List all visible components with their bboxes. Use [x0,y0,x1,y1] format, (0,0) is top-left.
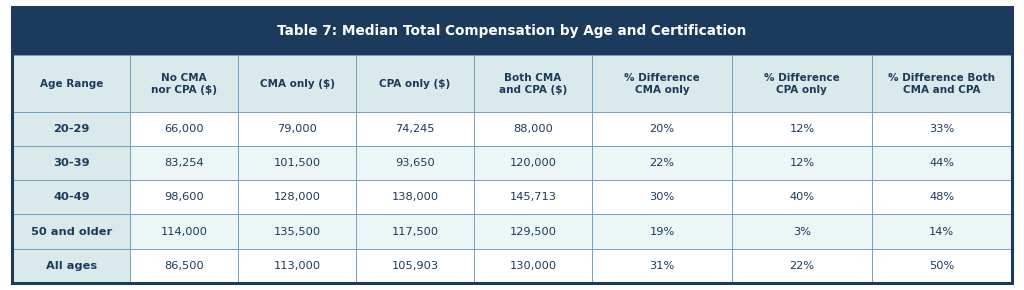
Text: 120,000: 120,000 [510,158,556,168]
Text: CMA only ($): CMA only ($) [260,79,335,89]
Bar [239,146,356,180]
Bar [592,146,732,180]
Text: 88,000: 88,000 [513,124,553,134]
Text: Age Range: Age Range [40,79,103,89]
Bar [592,214,732,249]
Text: No CMA
nor CPA ($): No CMA nor CPA ($) [152,73,217,95]
Text: 19%: 19% [649,226,675,237]
Bar [12,55,130,112]
Text: Table 7: Median Total Compensation by Age and Certification: Table 7: Median Total Compensation by Ag… [278,24,746,38]
Text: 113,000: 113,000 [273,261,321,271]
Bar [592,55,732,112]
Text: 129,500: 129,500 [510,226,556,237]
Bar [871,214,1012,249]
Bar [239,180,356,214]
Text: 12%: 12% [790,124,814,134]
Bar [474,214,592,249]
Text: Both CMA
and CPA ($): Both CMA and CPA ($) [499,73,567,95]
Bar [474,146,592,180]
Text: 79,000: 79,000 [278,124,317,134]
Bar [474,55,592,112]
Text: 114,000: 114,000 [161,226,208,237]
Text: 48%: 48% [929,192,954,202]
Bar [239,112,356,146]
Bar [474,180,592,214]
Text: 33%: 33% [929,124,954,134]
Bar [732,55,871,112]
Text: 135,500: 135,500 [273,226,321,237]
Bar [871,180,1012,214]
Bar [239,214,356,249]
Text: 145,713: 145,713 [510,192,556,202]
Bar [12,112,130,146]
Text: 40-49: 40-49 [53,192,89,202]
Text: 105,903: 105,903 [391,261,438,271]
Bar [871,249,1012,283]
Text: 93,650: 93,650 [395,158,435,168]
Bar [871,112,1012,146]
Bar [12,180,130,214]
Text: 117,500: 117,500 [391,226,438,237]
Bar [12,249,130,283]
Text: 138,000: 138,000 [391,192,438,202]
Text: 3%: 3% [793,226,811,237]
Text: 128,000: 128,000 [273,192,321,202]
Text: 30%: 30% [649,192,675,202]
Bar [12,7,1012,55]
Bar [130,112,239,146]
Bar [871,146,1012,180]
Bar [474,112,592,146]
Text: 20-29: 20-29 [53,124,89,134]
Text: 22%: 22% [649,158,675,168]
Bar [732,180,871,214]
Text: 66,000: 66,000 [165,124,204,134]
Bar [356,112,474,146]
Text: 50%: 50% [929,261,954,271]
Bar [592,249,732,283]
Bar [130,180,239,214]
Text: % Difference
CPA only: % Difference CPA only [764,73,840,95]
Text: % Difference
CMA only: % Difference CMA only [624,73,699,95]
Bar [871,55,1012,112]
Bar [592,180,732,214]
Bar [130,214,239,249]
Text: 50 and older: 50 and older [31,226,112,237]
Text: 40%: 40% [790,192,814,202]
Text: 20%: 20% [649,124,675,134]
Bar [356,146,474,180]
Text: 22%: 22% [790,261,814,271]
Text: CPA only ($): CPA only ($) [380,79,451,89]
Text: 74,245: 74,245 [395,124,435,134]
Text: 12%: 12% [790,158,814,168]
Text: 83,254: 83,254 [165,158,204,168]
Bar [130,55,239,112]
Bar [732,249,871,283]
Bar [732,112,871,146]
Bar [356,55,474,112]
Bar [130,249,239,283]
Text: 14%: 14% [929,226,954,237]
Text: All ages: All ages [46,261,97,271]
Text: 98,600: 98,600 [164,192,204,202]
Text: 101,500: 101,500 [273,158,321,168]
Text: % Difference Both
CMA and CPA: % Difference Both CMA and CPA [888,73,995,95]
Text: 86,500: 86,500 [164,261,204,271]
Bar [356,249,474,283]
Bar [592,112,732,146]
Bar [356,180,474,214]
Bar [12,214,130,249]
Text: 44%: 44% [929,158,954,168]
Bar [732,214,871,249]
Bar [356,214,474,249]
Bar [239,55,356,112]
Text: 31%: 31% [649,261,675,271]
Text: 30-39: 30-39 [53,158,89,168]
Bar [732,146,871,180]
Bar [474,249,592,283]
Bar [239,249,356,283]
Text: 130,000: 130,000 [509,261,557,271]
Bar [12,146,130,180]
Bar [130,146,239,180]
